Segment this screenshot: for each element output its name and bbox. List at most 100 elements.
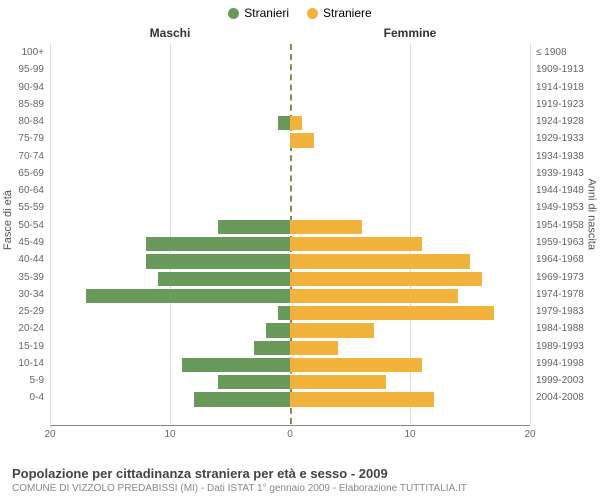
age-row: 10-141994-1998 [50, 357, 530, 373]
age-row: 45-491959-1963 [50, 236, 530, 252]
age-row: 0-42004-2008 [50, 391, 530, 407]
grid-line [530, 44, 531, 424]
bar-female [290, 220, 362, 234]
birth-year-label: 1979-1983 [536, 305, 584, 319]
legend-item-male: Stranieri [228, 6, 289, 20]
legend: Stranieri Straniere [0, 0, 600, 20]
age-label: 100+ [21, 46, 44, 60]
birth-year-label: 1949-1953 [536, 201, 584, 215]
age-row: 80-841924-1928 [50, 115, 530, 131]
age-row: 40-441964-1968 [50, 253, 530, 269]
age-label: 35-39 [18, 271, 44, 285]
age-row: 30-341974-1978 [50, 288, 530, 304]
birth-year-label: 1929-1933 [536, 132, 584, 146]
legend-swatch-male [228, 8, 239, 19]
bar-female [290, 133, 314, 147]
bar-male [146, 237, 290, 251]
bar-female [290, 306, 494, 320]
age-row: 70-741934-1938 [50, 150, 530, 166]
x-tick-label: 20 [44, 429, 55, 440]
age-label: 5-9 [30, 374, 44, 388]
bar-female [290, 254, 470, 268]
age-row: 95-991909-1913 [50, 63, 530, 79]
birth-year-label: 1914-1918 [536, 81, 584, 95]
age-label: 60-64 [18, 184, 44, 198]
birth-year-label: 1974-1978 [536, 288, 584, 302]
bar-male [158, 272, 290, 286]
birth-year-label: 2004-2008 [536, 391, 584, 405]
x-tick-label: 10 [404, 429, 415, 440]
birth-year-label: 1924-1928 [536, 115, 584, 129]
age-label: 80-84 [18, 115, 44, 129]
birth-year-label: 1969-1973 [536, 271, 584, 285]
header-female: Femmine [290, 26, 530, 40]
bar-male [218, 220, 290, 234]
age-row: 60-641944-1948 [50, 184, 530, 200]
x-axis: 201001020 [50, 425, 530, 426]
legend-item-female: Straniere [307, 6, 372, 20]
age-label: 40-44 [18, 253, 44, 267]
age-label: 30-34 [18, 288, 44, 302]
x-tick-label: 10 [164, 429, 175, 440]
bar-male [266, 323, 290, 337]
age-row: 15-191989-1993 [50, 340, 530, 356]
age-label: 10-14 [18, 357, 44, 371]
age-row: 5-91999-2003 [50, 374, 530, 390]
birth-year-label: 1944-1948 [536, 184, 584, 198]
age-label: 90-94 [18, 81, 44, 95]
birth-year-label: 1959-1963 [536, 236, 584, 250]
bar-female [290, 237, 422, 251]
bar-male [194, 392, 290, 406]
age-label: 50-54 [18, 219, 44, 233]
x-tick-label: 20 [524, 429, 535, 440]
chart-area: 100+≤ 190895-991909-1913 90-941914-191885… [50, 44, 530, 424]
footer: Popolazione per cittadinanza straniera p… [12, 466, 588, 494]
age-label: 0-4 [30, 391, 44, 405]
age-label: 65-69 [18, 167, 44, 181]
x-tick-label: 0 [287, 429, 293, 440]
age-row: 75-791929-1933 [50, 132, 530, 148]
bar-male [254, 341, 290, 355]
plot: 100+≤ 190895-991909-1913 90-941914-191885… [50, 44, 530, 424]
birth-year-label: 1954-1958 [536, 219, 584, 233]
age-row: 55-591949-1953 [50, 201, 530, 217]
age-label: 85-89 [18, 98, 44, 112]
bar-female [290, 392, 434, 406]
bar-male [182, 358, 290, 372]
age-row: 85-891919-1923 [50, 98, 530, 114]
age-label: 75-79 [18, 132, 44, 146]
bar-female [290, 323, 374, 337]
column-headers: Maschi Femmine [0, 26, 600, 40]
chart-source: COMUNE DI VIZZOLO PREDABISSI (MI) - Dati… [12, 483, 588, 494]
y-axis-left-label: Fasce di età [2, 190, 14, 250]
bar-female [290, 116, 302, 130]
birth-year-label: 1989-1993 [536, 340, 584, 354]
birth-year-label: 1939-1943 [536, 167, 584, 181]
birth-year-label: 1934-1938 [536, 150, 584, 164]
age-row: 90-941914-1918 [50, 81, 530, 97]
age-row: 20-241984-1988 [50, 322, 530, 338]
birth-year-label: 1999-2003 [536, 374, 584, 388]
bar-male [146, 254, 290, 268]
age-label: 15-19 [18, 340, 44, 354]
bar-male [278, 116, 290, 130]
age-row: 25-291979-1983 [50, 305, 530, 321]
age-row: 50-541954-1958 [50, 219, 530, 235]
age-row: 65-691939-1943 [50, 167, 530, 183]
birth-year-label: ≤ 1908 [536, 46, 567, 60]
age-label: 25-29 [18, 305, 44, 319]
age-row: 100+≤ 1908 [50, 46, 530, 62]
birth-year-label: 1984-1988 [536, 322, 584, 336]
bar-female [290, 375, 386, 389]
birth-year-label: 1919-1923 [536, 98, 584, 112]
bar-female [290, 272, 482, 286]
age-label: 95-99 [18, 63, 44, 77]
birth-year-label: 1964-1968 [536, 253, 584, 267]
age-label: 55-59 [18, 201, 44, 215]
bar-male [278, 306, 290, 320]
age-label: 20-24 [18, 322, 44, 336]
bar-female [290, 289, 458, 303]
header-male: Maschi [50, 26, 290, 40]
y-axis-right-label: Anni di nascita [586, 178, 598, 250]
age-label: 70-74 [18, 150, 44, 164]
